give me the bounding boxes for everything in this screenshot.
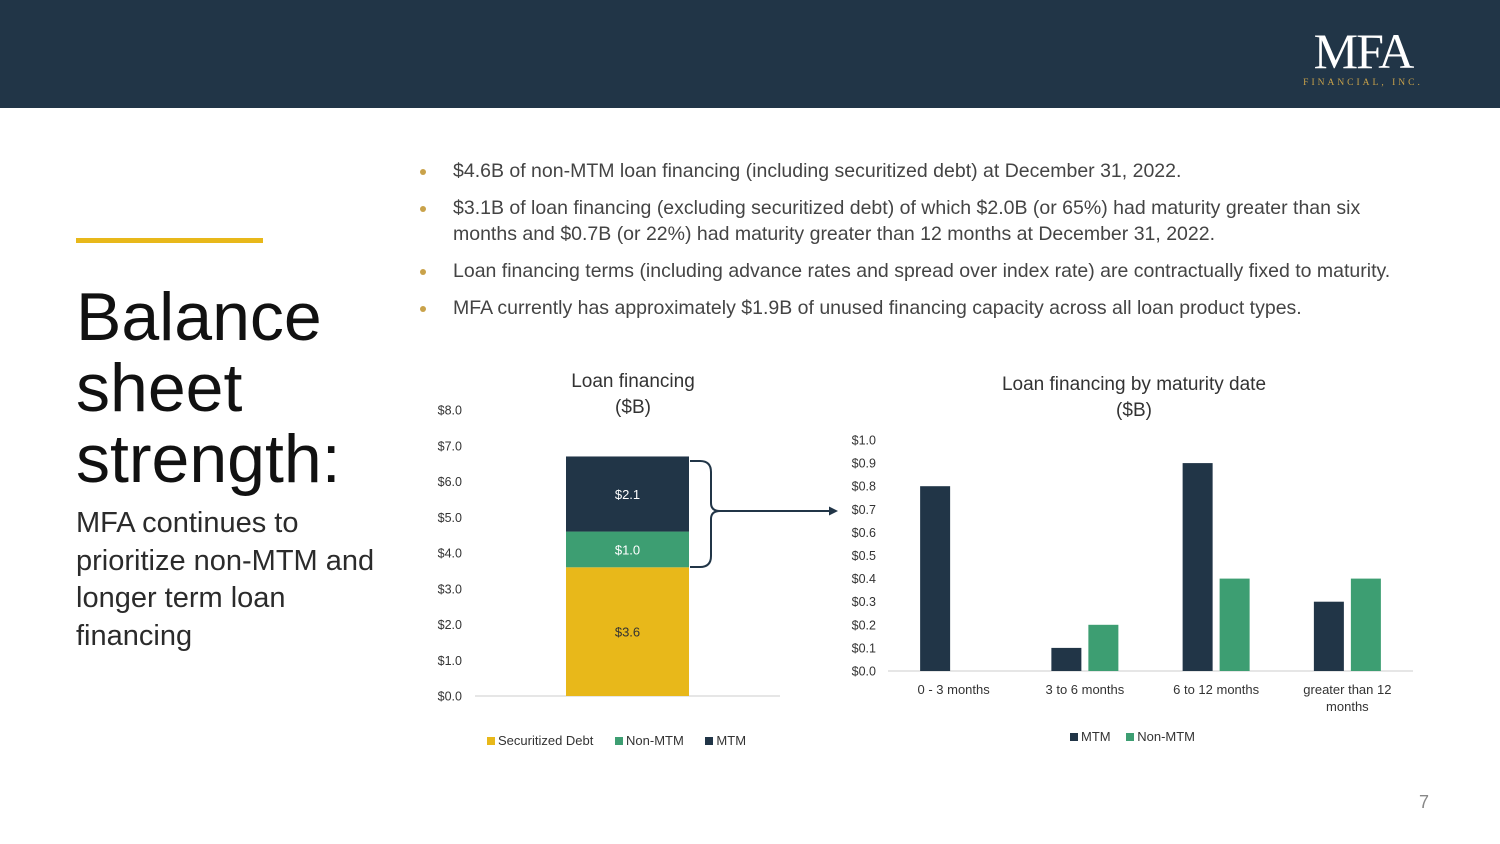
bracket-icon [690,460,721,568]
x-tick-label: 3 to 6 months [1045,682,1124,697]
y-tick-label: $3.0 [438,582,462,596]
chart1-title: Loan financing [571,371,695,392]
legend-swatch [487,737,495,745]
legend-label: Non-MTM [1137,729,1196,744]
legend-swatch [1126,733,1135,741]
company-logo: MFA FINANCIAL, INC. [1298,26,1428,88]
bar-mtm [920,486,951,671]
legend-label: Securitized Debt [498,733,594,748]
y-tick-label: $0.3 [852,595,876,609]
bracket-arrow [690,460,838,568]
bar-segment-non-mtm [566,531,689,568]
bullet-item: $4.6B of non-MTM loan financing (includi… [418,158,1418,184]
y-tick-label: $1.0 [852,434,876,448]
y-tick-label: $7.0 [438,439,462,453]
bullet-item: $3.1B of loan financing (excluding secur… [418,195,1418,247]
legend-item-mtm: MTM [1070,729,1111,744]
x-tick-label: 6 to 12 months [1173,682,1259,697]
legend-label: Non-MTM [626,733,684,748]
title-line-3: strength: [76,421,341,497]
y-tick-label: $4.0 [438,547,462,561]
y-tick-label: $0.4 [852,572,876,586]
x-tick-label: months [1326,699,1369,714]
y-tick-label: $0.1 [852,641,876,655]
y-tick-label: $5.0 [438,511,462,525]
chart2-legend: MTM Non-MTM [1070,729,1195,744]
legend-swatch [1070,733,1078,741]
legend-item-non-mtm: Non-MTM [615,733,684,748]
y-tick-label: $0.0 [438,690,462,704]
page-number: 7 [1418,792,1429,812]
data-label: $3.6 [615,625,640,640]
legend-swatch [615,737,624,745]
bar-mtm [1051,647,1082,671]
chart2-subtitle: ($B) [1116,400,1152,421]
bar-segment-mtm [566,456,689,532]
data-label: $2.1 [615,487,640,502]
slide-title: Balance sheet strength: [76,282,341,495]
y-tick-label: $0.8 [852,480,876,494]
y-tick-label: $8.0 [438,404,462,418]
bullet-item: Loan financing terms (including advance … [418,258,1418,284]
chart2-title: Loan financing by maturity date [1002,374,1266,395]
x-tick-label: 0 - 3 months [917,682,990,697]
accent-line [76,238,263,243]
arrow-head-icon [829,506,838,516]
bar-mtm [1182,463,1213,671]
header-bar [0,0,1500,108]
chart1-legend: Securitized Debt Non-MTM MTM [487,733,746,748]
legend-label: MTM [1081,729,1111,744]
y-tick-label: $0.5 [852,549,876,563]
title-line-1: Balance [76,279,322,355]
y-tick-label: $0.7 [852,503,876,517]
legend-label: MTM [716,733,747,748]
maturity-chart: Loan financing by maturity date ($B) $0.… [852,374,1413,714]
legend-item-non-mtm: Non-MTM [1126,729,1195,744]
y-tick-label: $0.0 [852,665,876,679]
legend-swatch [705,737,714,745]
loan-financing-chart: Loan financing ($B) $0.0 $1.0 $2.0 $3.0 $4.0… [438,371,780,704]
y-tick-label: $0.2 [852,618,876,632]
slide-subtitle: MFA continues to prioritize non-MTM and … [76,507,375,652]
logo-wordmark: MFA [1313,23,1415,79]
logo-tagline: FINANCIAL, INC. [1303,78,1423,88]
bar-mtm [1313,601,1344,671]
chart1-subtitle: ($B) [615,397,651,418]
y-tick-label: $0.9 [852,457,876,471]
y-tick-label: $1.0 [438,654,462,668]
bullet-item: MFA currently has approximately $1.9B of… [418,295,1418,321]
x-tick-label: greater than 12 [1303,682,1391,697]
bar-non-mtm [1219,578,1250,671]
legend-item-mtm: MTM [705,733,746,748]
y-tick-label: $2.0 [438,618,462,632]
bar-non-mtm [1350,578,1381,671]
data-label: $1.0 [615,542,640,557]
bar-non-mtm [1088,624,1119,671]
legend-item-securitized: Securitized Debt [487,733,593,748]
bar-segment-securitized-debt [566,567,689,696]
y-tick-label: $6.0 [438,475,462,489]
y-tick-label: $0.6 [852,526,876,540]
title-line-2: sheet [76,350,243,426]
bullet-list: $4.6B of non-MTM loan financing (includi… [418,158,1418,332]
